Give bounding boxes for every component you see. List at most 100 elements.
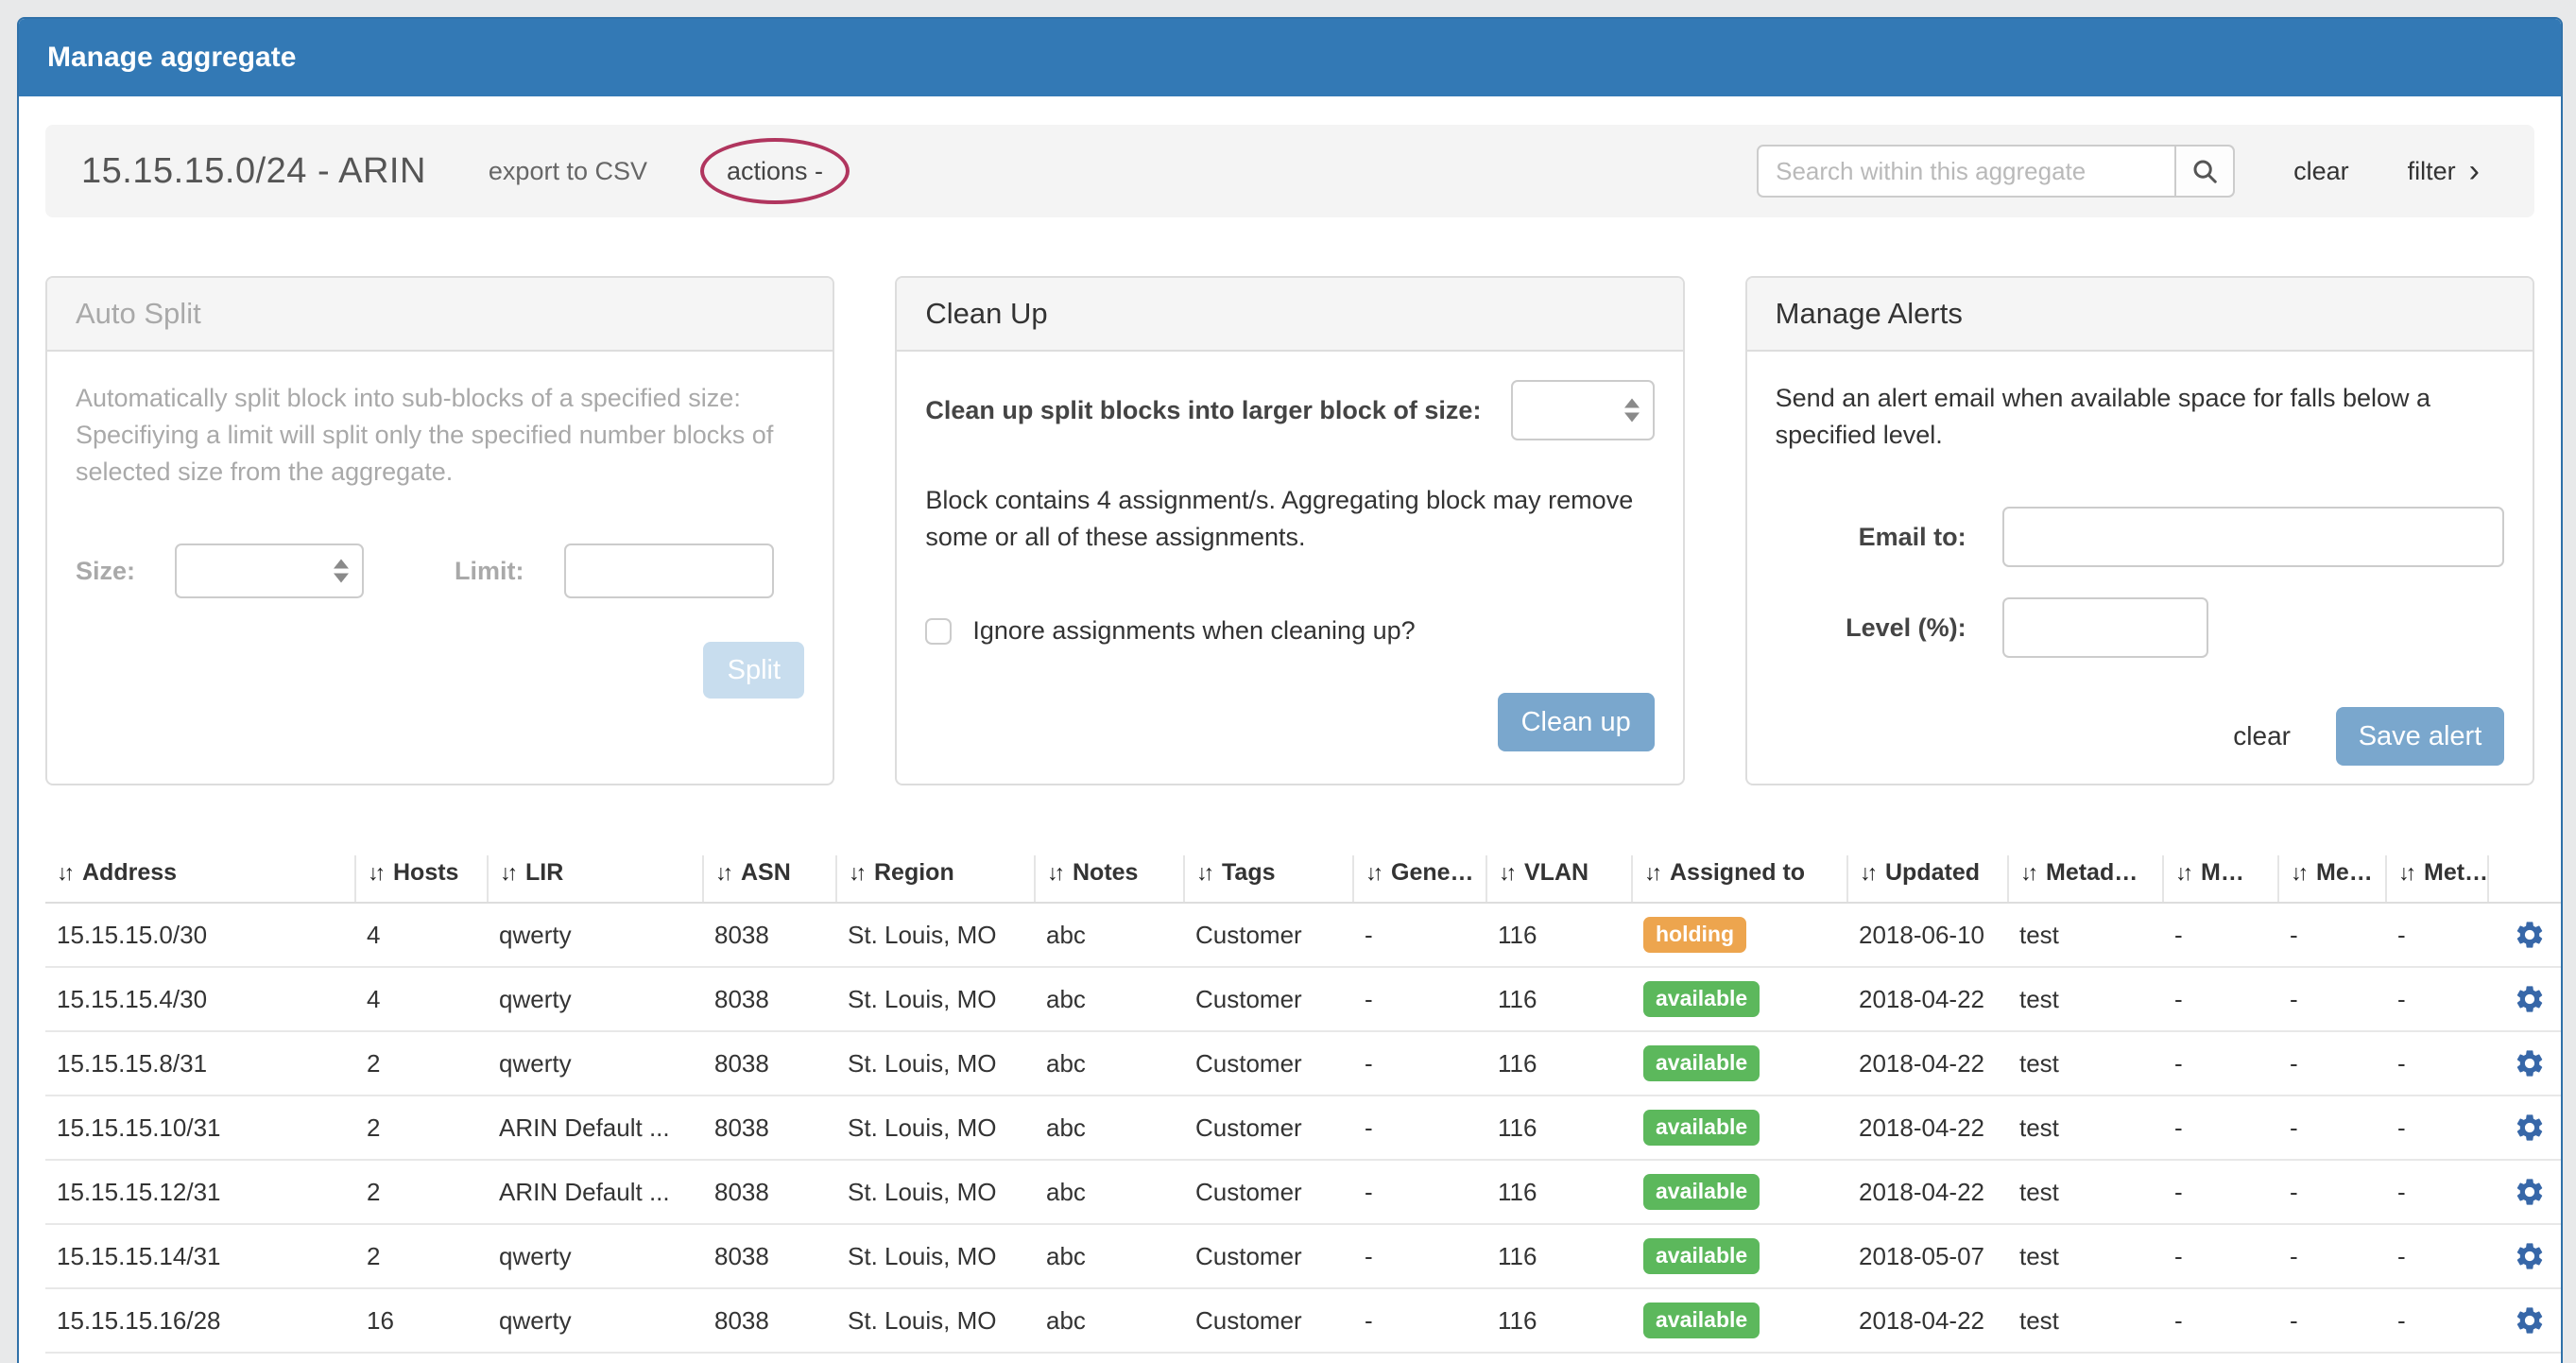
search-button[interactable] xyxy=(2174,145,2236,198)
cell-lir: qwerty xyxy=(488,1288,703,1354)
cell-tags: Customer xyxy=(1184,1224,1353,1289)
column-header-vlan[interactable]: ↓↑ VLAN xyxy=(1486,855,1633,904)
cell-lir: qwerty xyxy=(488,1224,703,1289)
gear-icon[interactable] xyxy=(2514,1112,2546,1144)
column-header-m[interactable]: ↓↑ M… xyxy=(2163,855,2279,904)
cell-tags: Customer xyxy=(1184,1031,1353,1096)
cell-assigned-to: available xyxy=(1632,1096,1847,1161)
cell-metadata: test xyxy=(2008,1160,2163,1225)
cell-hosts: 2 xyxy=(355,1031,488,1096)
gear-icon[interactable] xyxy=(2514,983,2546,1015)
column-header-gene[interactable]: ↓↑ Gene… xyxy=(1353,855,1487,904)
cell-metadata-3: - xyxy=(2278,1031,2386,1096)
cell-metadata-4: - xyxy=(2386,1224,2488,1289)
search-input[interactable] xyxy=(1757,145,2175,198)
search-icon xyxy=(2193,160,2217,183)
cell-gene: - xyxy=(1353,1288,1486,1354)
table-row: 15.15.15.0/30 4 qwerty 8038 St. Louis, M… xyxy=(45,903,2561,968)
alerts-clear-link[interactable]: clear xyxy=(2233,721,2291,751)
cell-metadata-3: - xyxy=(2278,1224,2386,1289)
aggregate-title: 15.15.15.0/24 - ARIN xyxy=(81,150,426,191)
ignore-assignments-checkbox[interactable] xyxy=(925,617,953,645)
cell-metadata-4: - xyxy=(2386,1160,2488,1225)
level-percent-input[interactable] xyxy=(2001,597,2208,658)
cell-updated: 2018-05-07 xyxy=(1847,1224,2008,1289)
cell-asn: 8038 xyxy=(703,1224,836,1289)
cell-notes: abc xyxy=(1035,1288,1184,1354)
clean-up-button[interactable]: Clean up xyxy=(1497,693,1655,751)
actions-dropdown[interactable]: actions - xyxy=(700,138,850,204)
export-csv-link[interactable]: export to CSV xyxy=(488,156,647,185)
cell-address: 15.15.15.16/28 xyxy=(45,1288,355,1354)
sort-icon: ↓↑ xyxy=(1860,860,1878,885)
gear-icon[interactable] xyxy=(2514,1047,2546,1079)
column-header-tags[interactable]: ↓↑ Tags xyxy=(1184,855,1354,904)
cell-vlan: 116 xyxy=(1486,903,1632,968)
email-to-label: Email to: xyxy=(1858,522,1966,551)
split-button[interactable]: Split xyxy=(703,642,805,699)
email-to-input[interactable] xyxy=(2001,507,2504,567)
cell-asn: 8038 xyxy=(703,1288,836,1354)
gear-icon[interactable] xyxy=(2514,1240,2546,1272)
cell-assigned-to: available xyxy=(1632,1160,1847,1225)
cell-metadata-2: - xyxy=(2163,903,2278,968)
cell-gene: - xyxy=(1353,1224,1486,1289)
auto-split-card: Auto Split Automatically split block int… xyxy=(45,276,835,785)
cell-metadata: test xyxy=(2008,903,2163,968)
cleanup-size-select[interactable] xyxy=(1510,380,1655,440)
limit-input[interactable] xyxy=(563,543,774,598)
column-header-met[interactable]: ↓↑ Met… xyxy=(2386,855,2489,904)
cell-updated: 2018-04-22 xyxy=(1847,1031,2008,1096)
clean-up-card: Clean Up Clean up split blocks into larg… xyxy=(895,276,1685,785)
cell-asn: 8038 xyxy=(703,1031,836,1096)
cell-address: 15.15.15.12/31 xyxy=(45,1160,355,1225)
column-header-metad[interactable]: ↓↑ Metad… xyxy=(2008,855,2164,904)
sort-icon: ↓↑ xyxy=(500,860,518,885)
cell-region: St. Louis, MO xyxy=(836,1224,1035,1289)
cell-region: St. Louis, MO xyxy=(836,967,1035,1032)
limit-label: Limit: xyxy=(455,556,524,585)
column-header-notes[interactable]: ↓↑ Notes xyxy=(1035,855,1185,904)
filter-link[interactable]: filter › xyxy=(2408,155,2480,187)
clear-search-link[interactable]: clear xyxy=(2293,156,2349,185)
auto-split-description: Automatically split block into sub-block… xyxy=(76,384,774,486)
cell-metadata-4: - xyxy=(2386,1288,2488,1354)
sort-icon: ↓↑ xyxy=(715,860,733,885)
sort-icon: ↓↑ xyxy=(2398,860,2416,885)
column-header-lir[interactable]: ↓↑ LIR xyxy=(488,855,704,904)
cell-tags: Customer xyxy=(1184,903,1353,968)
cell-metadata-2: - xyxy=(2163,1031,2278,1096)
cell-metadata-3: - xyxy=(2278,967,2386,1032)
column-header-assignedto[interactable]: ↓↑ Assigned to xyxy=(1632,855,1848,904)
column-header-updated[interactable]: ↓↑ Updated xyxy=(1847,855,2009,904)
cell-actions xyxy=(2488,1160,2561,1225)
cleanup-note: Block contains 4 assignment/s. Aggregati… xyxy=(925,486,1634,551)
table-row: 15.15.15.16/28 16 qwerty 8038 St. Louis,… xyxy=(45,1288,2561,1354)
gear-icon[interactable] xyxy=(2514,1304,2546,1337)
column-header-region[interactable]: ↓↑ Region xyxy=(836,855,1036,904)
actions-dropdown-label: actions - xyxy=(726,156,824,185)
size-select[interactable] xyxy=(175,543,365,598)
cell-updated: 2018-04-22 xyxy=(1847,1160,2008,1225)
cell-updated: 2018-04-22 xyxy=(1847,967,2008,1032)
cell-assigned-to: available xyxy=(1632,1224,1847,1289)
sort-icon: ↓↑ xyxy=(57,860,75,885)
cell-region: St. Louis, MO xyxy=(836,1288,1035,1354)
save-alert-button[interactable]: Save alert xyxy=(2335,707,2504,766)
gear-icon[interactable] xyxy=(2514,1176,2546,1208)
cell-vlan: 116 xyxy=(1486,1160,1632,1225)
cell-gene: - xyxy=(1353,903,1486,968)
column-header-address[interactable]: ↓↑ Address xyxy=(45,855,356,904)
column-header-hosts[interactable]: ↓↑ Hosts xyxy=(355,855,489,904)
size-label: Size: xyxy=(76,556,136,585)
cell-notes: abc xyxy=(1035,1031,1184,1096)
column-header-me[interactable]: ↓↑ Me… xyxy=(2278,855,2387,904)
cell-lir: ARIN Default ... xyxy=(488,1160,703,1225)
blocks-table: ↓↑ Address ↓↑ Hosts ↓↑ LIR ↓↑ ASN ↓↑ Region ↓↑ Note… xyxy=(45,855,2561,1354)
status-badge: available xyxy=(1643,1174,1760,1210)
column-header-asn[interactable]: ↓↑ ASN xyxy=(703,855,837,904)
cell-actions xyxy=(2488,1031,2561,1096)
sort-icon: ↓↑ xyxy=(368,860,386,885)
cell-vlan: 116 xyxy=(1486,1031,1632,1096)
gear-icon[interactable] xyxy=(2514,919,2546,951)
